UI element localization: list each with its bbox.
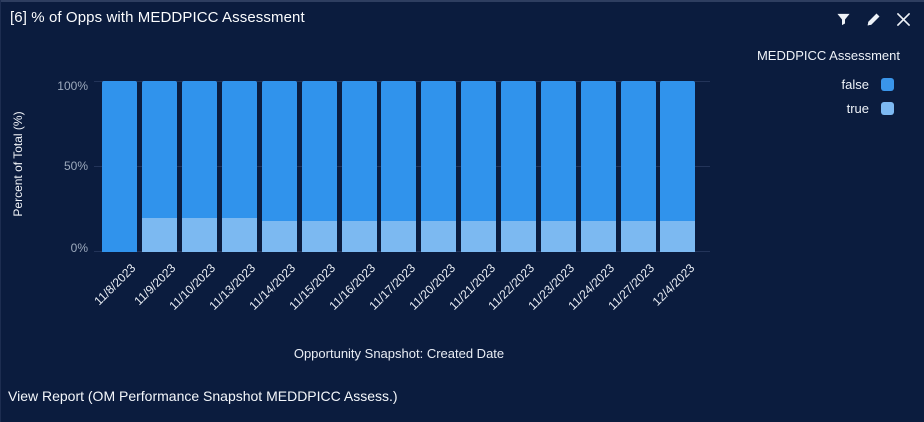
bar-segment-false [421,81,457,222]
legend-title: MEDDPICC Assessment [756,48,900,63]
bar-segment-true [381,221,417,252]
bar-slot [100,81,140,252]
close-icon[interactable] [895,11,912,28]
bar-segment-true [501,221,537,252]
bar-slot [538,81,578,252]
bar-slot [618,81,658,252]
filter-icon[interactable] [835,11,852,28]
plot-area [94,81,710,252]
bar-segment-true [620,221,656,252]
legend-item-false[interactable]: false [684,72,924,96]
view-report-link[interactable]: View Report (OM Performance Snapshot MED… [8,388,398,404]
y-tick-label: 0% [70,241,88,255]
legend-item-true[interactable]: true [684,96,924,120]
widget-top-border [0,0,924,2]
widget-left-border [0,0,1,422]
bar-slot [180,81,220,252]
edit-icon[interactable] [865,11,882,28]
bar-segment-false [341,81,377,222]
header-icons [835,11,912,28]
bar-11/27/2023[interactable] [620,81,656,252]
bar-11/16/2023[interactable] [341,81,377,252]
bar-11/13/2023[interactable] [222,81,257,252]
y-axis-ticks: 100% 50% 0% [26,79,88,255]
bar-series [100,81,698,252]
bar-segment-false [182,81,218,218]
bar-slot [299,81,339,252]
legend-swatch-true [881,101,894,115]
legend-item-label: true [846,100,869,116]
bar-segment-true [341,221,377,252]
x-tick-label: 12/4/2023 [649,261,697,309]
bar-segment-false [142,81,178,218]
bar-slot [379,81,419,252]
bar-slot [419,81,459,252]
legend-items: false true [684,72,924,120]
bar-segment-false [102,81,138,252]
bar-slot [499,81,539,252]
y-axis-title: Percent of Total (%) [11,111,25,217]
bar-segment-false [301,81,337,222]
bar-slot [140,81,180,252]
bar-11/17/2023[interactable] [381,81,417,252]
bar-slot [578,81,618,252]
bar-segment-true [182,217,218,252]
bar-11/14/2023[interactable] [261,81,297,252]
x-axis-title: Opportunity Snapshot: Created Date [293,346,505,361]
legend-item-label: false [841,76,869,92]
bar-11/9/2023[interactable] [142,81,178,252]
bar-11/15/2023[interactable] [301,81,337,252]
bar-11/10/2023[interactable] [182,81,218,252]
bar-segment-false [501,81,537,222]
bar-11/20/2023[interactable] [421,81,457,252]
bar-slot [339,81,379,252]
bar-segment-false [620,81,656,222]
bar-slot [259,81,299,252]
bar-segment-true [261,221,297,252]
bar-segment-true [421,221,457,252]
widget-title: [6] % of Opps with MEDDPICC Assessment [10,9,305,26]
bar-11/23/2023[interactable] [540,81,576,252]
bar-segment-true [142,217,178,252]
legend-swatch-false [881,77,894,91]
bar-segment-false [540,81,576,222]
bar-segment-true [660,221,696,252]
legend: MEDDPICC Assessment false true [684,48,924,120]
bar-segment-false [261,81,297,222]
bar-segment-false [461,81,497,222]
bar-segment-false [580,81,616,222]
bar-segment-false [381,81,417,222]
x-tick-labels: 11/8/2023 11/9/2023 11/10/2023 11/13/2023 11… [92,261,698,339]
x-tick-label: 11/8/2023 [91,261,139,309]
bar-segment-true [580,221,616,252]
bar-segment-true [540,221,576,252]
bar-11/21/2023[interactable] [461,81,497,252]
bar-11/22/2023[interactable] [501,81,537,252]
bar-segment-true [461,221,497,252]
bar-11/24/2023[interactable] [580,81,616,252]
bar-12/4/2023[interactable] [660,81,696,252]
y-tick-label: 50% [63,159,88,173]
bar-slot [220,81,260,252]
bar-slot [658,81,698,252]
bar-segment-false [222,81,257,218]
bar-slot [459,81,499,252]
bar-segment-true [222,217,257,252]
bar-11/8/2023[interactable] [102,81,138,252]
bar-segment-true [301,221,337,252]
y-tick-label: 100% [57,79,88,93]
bar-segment-false [660,81,696,222]
